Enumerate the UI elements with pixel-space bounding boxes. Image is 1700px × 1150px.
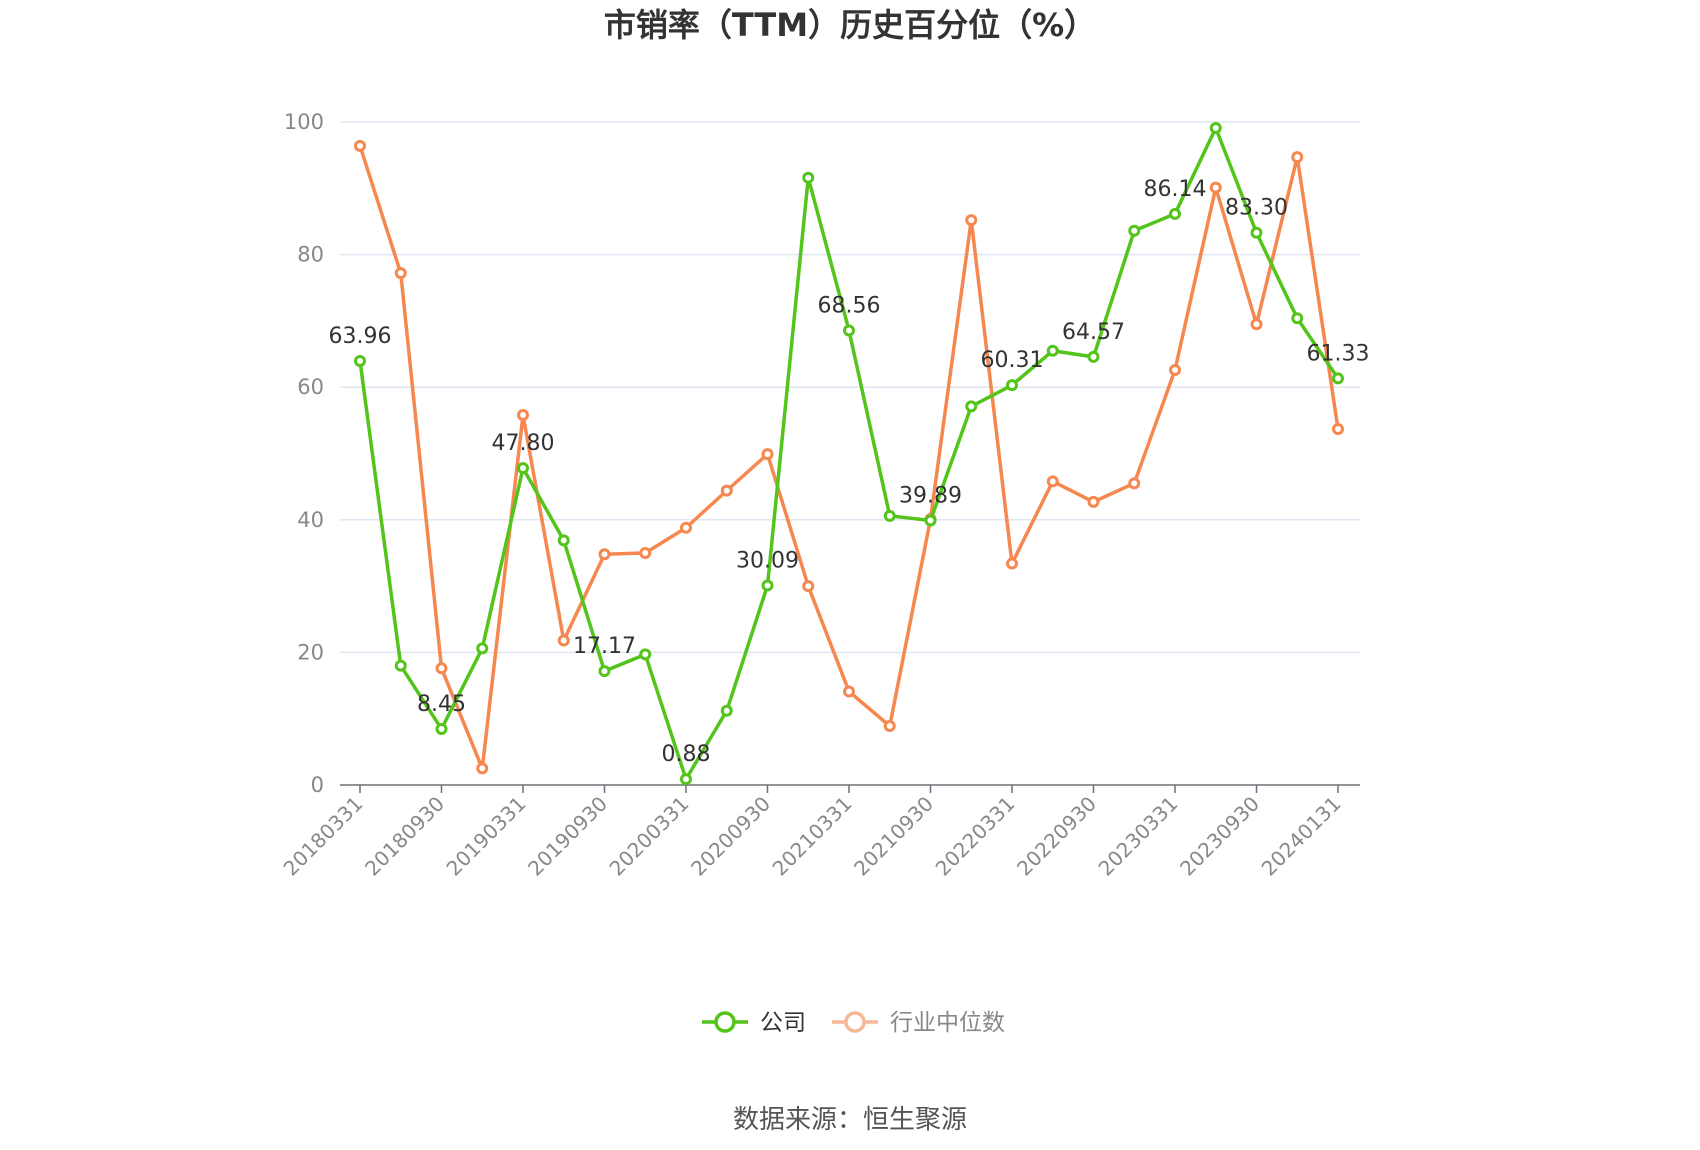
data-point[interactable]	[476, 642, 489, 655]
x-tick-label: 20200331	[605, 792, 694, 881]
data-point[interactable]	[1169, 363, 1181, 376]
data-point[interactable]	[517, 409, 529, 422]
data-point[interactable]	[476, 762, 489, 775]
x-tick-label: 20210930	[849, 792, 938, 881]
data-point[interactable]	[557, 534, 570, 547]
data-point[interactable]	[1087, 350, 1100, 363]
data-point[interactable]	[598, 665, 611, 678]
data-point[interactable]	[802, 171, 815, 184]
data-point[interactable]	[1332, 372, 1344, 385]
x-tick-label: 20190930	[523, 792, 612, 881]
x-tick-label: 20180331	[279, 792, 368, 881]
data-point[interactable]	[883, 719, 896, 732]
legend-label: 公司	[760, 1010, 806, 1036]
x-tick-label: 20230930	[1175, 792, 1264, 881]
data-point[interactable]	[1006, 379, 1018, 392]
data-point[interactable]	[1046, 475, 1059, 488]
data-point[interactable]	[843, 685, 855, 698]
y-tick-label: 20	[297, 640, 324, 664]
data-label: 39.89	[899, 484, 962, 509]
x-tick-label: 20220331	[931, 792, 1020, 881]
y-tick-label: 60	[297, 375, 324, 399]
data-point[interactable]	[1128, 477, 1141, 490]
series-line	[358, 145, 1340, 771]
data-point[interactable]	[1209, 121, 1222, 134]
data-label: 63.96	[329, 324, 392, 349]
data-point[interactable]	[517, 462, 529, 475]
data-label: 68.56	[818, 293, 881, 318]
data-label: 8.45	[417, 692, 466, 717]
data-point[interactable]	[1006, 557, 1018, 570]
data-point[interactable]	[680, 521, 692, 534]
data-label: 17.17	[573, 634, 636, 659]
data-point[interactable]	[1128, 224, 1141, 237]
data-point[interactable]	[1169, 207, 1181, 220]
data-label: 64.57	[1062, 320, 1125, 345]
data-point[interactable]	[761, 448, 774, 461]
data-point[interactable]	[965, 400, 978, 413]
data-point[interactable]	[1046, 344, 1059, 357]
data-point[interactable]	[883, 509, 896, 522]
legend-marker	[714, 1011, 736, 1033]
data-point[interactable]	[598, 548, 611, 561]
legend-item[interactable]: 公司	[702, 1010, 806, 1036]
data-point[interactable]	[965, 214, 978, 227]
y-tick-label: 100	[284, 110, 324, 134]
x-tick-label: 20220930	[1012, 792, 1101, 881]
data-point[interactable]	[435, 662, 448, 675]
x-axis: 2018033120180930201903312019093020200331…	[279, 784, 1360, 881]
data-point[interactable]	[1291, 151, 1304, 164]
legend-marker	[844, 1011, 866, 1033]
data-point[interactable]	[720, 484, 733, 497]
x-tick-label: 20240131	[1257, 792, 1346, 881]
data-label: 60.31	[981, 348, 1044, 373]
y-tick-label: 80	[297, 243, 324, 267]
data-label: 86.14	[1144, 177, 1207, 202]
data-point[interactable]	[639, 648, 652, 661]
data-point[interactable]	[924, 514, 937, 527]
data-point[interactable]	[761, 579, 774, 592]
x-tick-label: 20180930	[360, 792, 449, 881]
data-point[interactable]	[680, 773, 692, 786]
legend-label: 行业中位数	[890, 1010, 1005, 1036]
data-label: 83.30	[1225, 196, 1288, 221]
chart-title: 市销率（TTM）历史百分位（%）	[604, 6, 1096, 44]
legend[interactable]: 公司 行业中位数	[702, 1010, 1005, 1036]
y-axis: 0 20 40 60 80 100	[284, 110, 324, 797]
data-point[interactable]	[1250, 318, 1263, 331]
x-tick-label: 20210331	[768, 792, 857, 881]
data-point[interactable]	[720, 704, 733, 717]
data-label: 0.88	[662, 742, 711, 767]
grid-lines	[340, 121, 1360, 654]
data-point[interactable]	[1291, 312, 1304, 325]
y-tick-label: 0	[311, 773, 324, 797]
x-tick-label: 20190331	[442, 792, 531, 881]
data-point[interactable]	[843, 324, 855, 337]
series-industry-median	[354, 139, 1344, 775]
data-point[interactable]	[354, 354, 366, 367]
source-note: 数据来源：恒生聚源	[733, 1105, 967, 1135]
data-point[interactable]	[557, 634, 570, 647]
data-point[interactable]	[435, 722, 448, 735]
data-point[interactable]	[639, 546, 652, 559]
data-labels: 63.96 8.45 47.80 17.17 0.88 30.09 68.56 39.89 60…	[329, 177, 1370, 767]
data-point[interactable]	[394, 267, 407, 280]
x-tick-label: 20200930	[686, 792, 775, 881]
data-point[interactable]	[802, 580, 815, 593]
data-point[interactable]	[1250, 226, 1263, 239]
data-point[interactable]	[1209, 181, 1222, 194]
data-point[interactable]	[1332, 422, 1344, 435]
data-label: 47.80	[492, 431, 555, 456]
data-point[interactable]	[354, 139, 366, 152]
data-label: 30.09	[736, 549, 799, 574]
legend-item[interactable]: 行业中位数	[832, 1010, 1005, 1036]
series-company	[354, 121, 1344, 786]
data-point[interactable]	[1087, 495, 1100, 508]
y-tick-label: 40	[297, 508, 324, 532]
data-point[interactable]	[394, 659, 407, 672]
x-tick-label: 20230331	[1094, 792, 1183, 881]
data-label: 61.33	[1307, 341, 1370, 366]
